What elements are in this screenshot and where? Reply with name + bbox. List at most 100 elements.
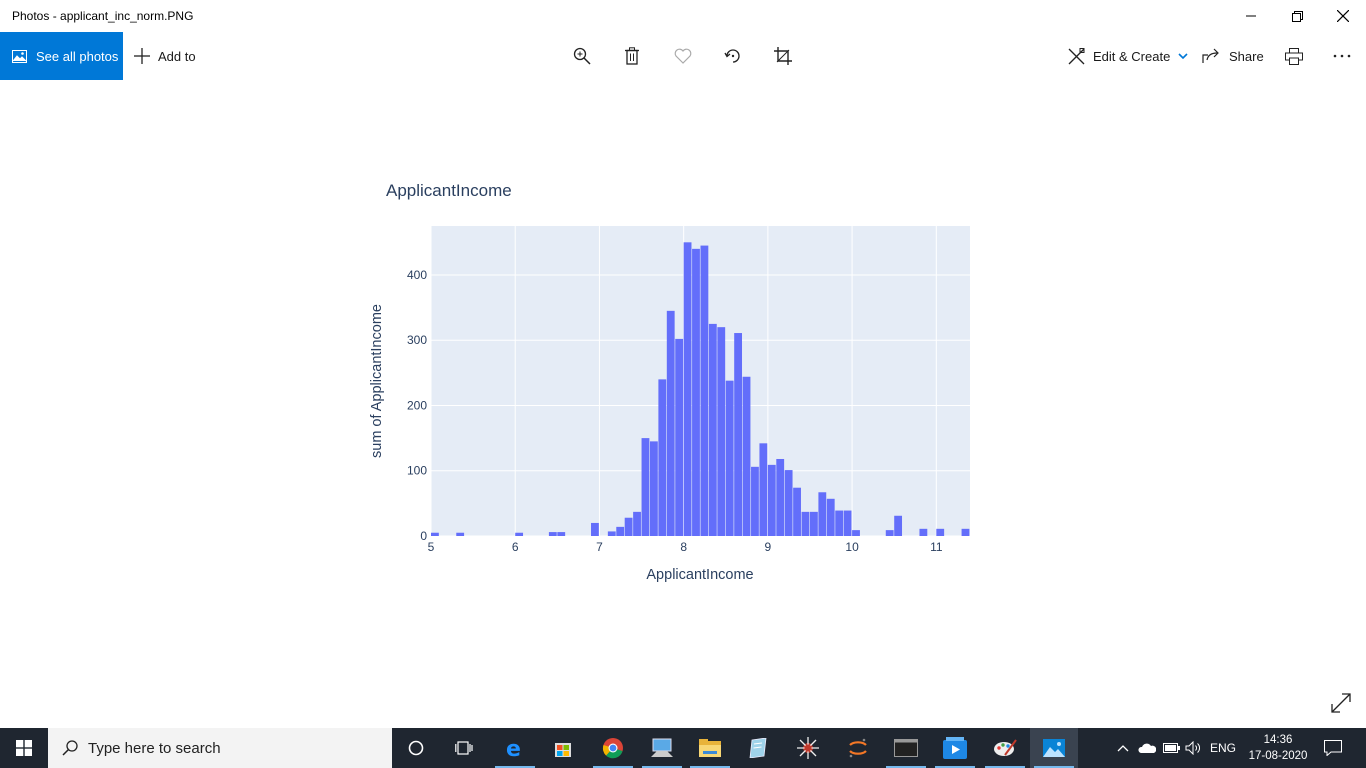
histogram-bar xyxy=(759,443,768,536)
photo-viewer-canvas: ApplicantIncome 5 6 7 8 9 10 11 0 100 200 300 400 … xyxy=(0,80,1366,728)
edit-create-button[interactable]: Edit & Create xyxy=(1068,32,1188,80)
favorite-button[interactable] xyxy=(671,44,695,68)
onedrive-button[interactable] xyxy=(1136,728,1158,768)
histogram-bar xyxy=(616,526,625,536)
paint-icon xyxy=(994,739,1017,756)
action-center-button[interactable] xyxy=(1318,728,1348,768)
print-button[interactable] xyxy=(1282,44,1306,68)
x-axis-ticks: 5 6 7 8 9 10 11 xyxy=(428,540,943,554)
histogram-bar xyxy=(456,532,465,536)
svg-text:e: e xyxy=(506,737,521,759)
more-button[interactable] xyxy=(1330,44,1354,68)
histogram-bar xyxy=(767,464,776,536)
restore-button[interactable] xyxy=(1274,0,1320,32)
histogram-bar xyxy=(961,528,970,536)
taskbar-app-spider[interactable] xyxy=(784,728,832,768)
histogram-bar xyxy=(793,487,801,536)
chevron-up-icon xyxy=(1117,745,1129,752)
taskbar-app-pc[interactable] xyxy=(638,728,686,768)
rotate-button[interactable] xyxy=(721,44,745,68)
chrome-icon xyxy=(602,738,623,759)
histogram-bar xyxy=(515,532,524,536)
trash-icon xyxy=(625,47,639,65)
histogram-chart: ApplicantIncome 5 6 7 8 9 10 11 0100200300400 … xyxy=(369,181,970,583)
language-label: ENG xyxy=(1209,741,1236,755)
y-axis-label: sum of ApplicantIncome xyxy=(369,304,385,458)
share-icon xyxy=(1202,48,1219,63)
search-placeholder: Type here to search xyxy=(88,739,221,757)
fullscreen-icon[interactable] xyxy=(1330,692,1354,716)
notepad-icon xyxy=(749,738,767,758)
close-icon xyxy=(1337,10,1349,22)
volume-button[interactable] xyxy=(1182,728,1204,768)
print-icon xyxy=(1285,47,1303,65)
restore-icon xyxy=(1291,10,1303,22)
show-hidden-icons-button[interactable] xyxy=(1112,728,1134,768)
histogram-bar xyxy=(548,532,557,536)
taskbar-clock[interactable]: 14:36 17-08-2020 xyxy=(1246,732,1310,764)
app-toolbar: See all photos Add to Edit & Create Shar… xyxy=(0,32,1366,80)
zoom-button[interactable] xyxy=(570,44,594,68)
crop-button[interactable] xyxy=(771,44,795,68)
windows-icon xyxy=(16,740,32,756)
terminal-icon xyxy=(894,739,918,757)
clock-date: 17-08-2020 xyxy=(1248,750,1308,762)
x-tick-label: 8 xyxy=(680,540,687,554)
taskbar-app-store[interactable] xyxy=(539,728,587,768)
delete-button[interactable] xyxy=(620,44,644,68)
histogram-bar xyxy=(919,528,928,536)
y-tick-label: 400 xyxy=(407,268,427,282)
histogram-bar xyxy=(557,532,566,536)
task-view-button[interactable] xyxy=(440,728,488,768)
language-indicator[interactable]: ENG xyxy=(1206,728,1240,768)
plus-icon xyxy=(134,48,150,64)
file-explorer-icon xyxy=(699,739,721,757)
battery-icon xyxy=(1162,743,1180,753)
taskbar-app-edge[interactable]: e xyxy=(491,728,539,768)
chevron-down-icon xyxy=(1178,52,1188,59)
add-to-button[interactable]: Add to xyxy=(134,32,196,80)
spider-icon xyxy=(797,737,819,759)
histogram-bar xyxy=(776,458,785,536)
histogram-bar xyxy=(725,380,734,536)
taskbar-app-chrome[interactable] xyxy=(589,728,637,768)
taskbar-app-file-explorer[interactable] xyxy=(686,728,734,768)
more-icon xyxy=(1333,54,1351,58)
share-button[interactable]: Share xyxy=(1202,32,1264,80)
histogram-bar xyxy=(784,470,793,536)
histogram-bar xyxy=(666,310,675,536)
cortana-button[interactable] xyxy=(392,728,440,768)
title-bar: Photos - applicant_inc_norm.PNG xyxy=(0,0,1366,32)
see-all-photos-button[interactable]: See all photos xyxy=(0,32,123,80)
histogram-bar xyxy=(734,333,743,536)
taskbar: Type here to search e xyxy=(0,728,1366,768)
taskbar-app-terminal[interactable] xyxy=(882,728,930,768)
x-tick-label: 5 xyxy=(428,540,435,554)
taskbar-app-photos[interactable] xyxy=(1030,728,1078,768)
close-button[interactable] xyxy=(1320,0,1366,32)
taskbar-app-media-player[interactable] xyxy=(931,728,979,768)
edge-icon: e xyxy=(506,737,521,759)
taskbar-app-jupyter[interactable] xyxy=(834,728,882,768)
histogram-bar xyxy=(717,327,726,536)
battery-button[interactable] xyxy=(1160,728,1182,768)
histogram-bars xyxy=(431,242,970,536)
start-button[interactable] xyxy=(0,728,48,768)
heart-icon xyxy=(674,48,692,64)
histogram-bar xyxy=(885,530,894,536)
taskbar-app-paint[interactable] xyxy=(981,728,1029,768)
chart-title: ApplicantIncome xyxy=(386,181,512,200)
y-tick-label: 0 xyxy=(420,529,427,543)
task-view-icon xyxy=(455,741,473,755)
histogram-bar xyxy=(624,517,633,536)
jupyter-icon xyxy=(849,738,867,758)
volume-icon xyxy=(1185,741,1200,755)
taskbar-app-notepad[interactable] xyxy=(734,728,782,768)
histogram-bar xyxy=(751,466,759,536)
minimize-button[interactable] xyxy=(1228,0,1274,32)
share-label: Share xyxy=(1229,48,1264,64)
taskbar-search-box[interactable]: Type here to search xyxy=(48,728,392,768)
histogram-bar xyxy=(809,511,818,536)
minimize-icon xyxy=(1246,15,1256,17)
histogram-bar xyxy=(708,323,717,536)
